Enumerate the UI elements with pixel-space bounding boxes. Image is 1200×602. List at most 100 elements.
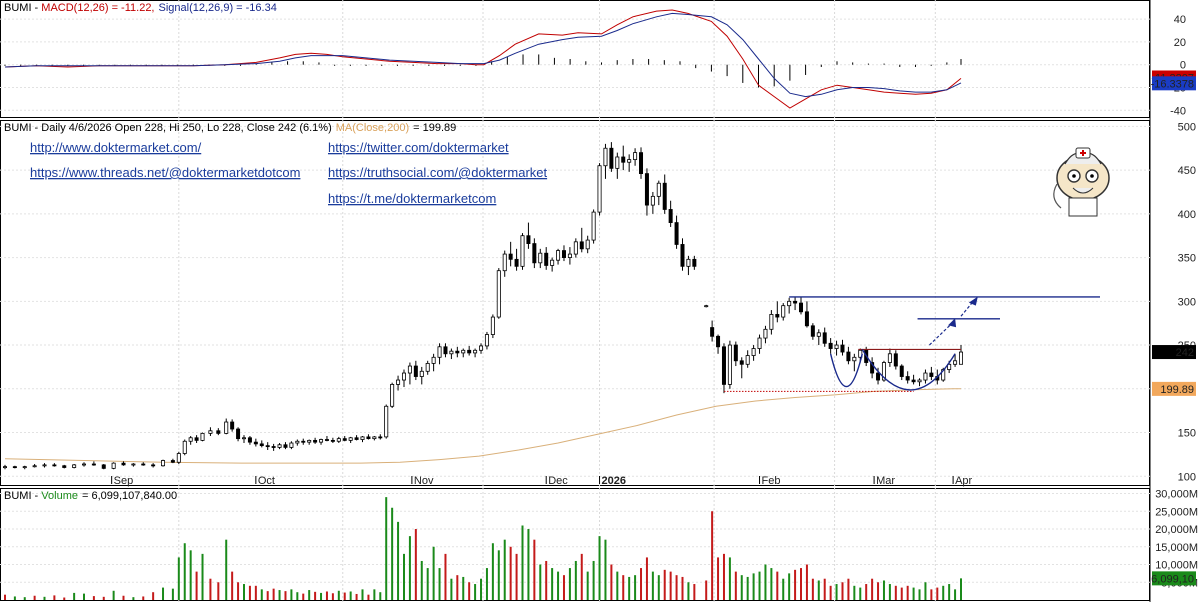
candlestick (739, 357, 744, 379)
candlestick (573, 238, 578, 258)
candle-body (490, 316, 495, 335)
candlestick (259, 440, 264, 448)
candlestick (307, 439, 312, 445)
candlestick (751, 345, 756, 361)
candle-body (342, 438, 347, 441)
candle-body (301, 440, 306, 443)
candlestick (585, 235, 590, 254)
candle-body (621, 156, 626, 163)
candle-body (520, 235, 525, 267)
candle-body (727, 344, 732, 385)
candlestick (396, 375, 401, 391)
candlestick (615, 152, 620, 179)
candle-body (431, 356, 436, 364)
candlestick (490, 314, 495, 339)
candle-body (131, 463, 136, 466)
candlestick (301, 438, 306, 445)
candle-body (603, 147, 608, 167)
candlestick (644, 168, 649, 216)
candlestick (241, 435, 246, 444)
candle-body (419, 370, 424, 377)
candlestick (151, 463, 156, 468)
link-threads[interactable]: https://www.threads.net/@doktermarketdot… (30, 165, 300, 180)
signal-value-badge-bg (1152, 76, 1196, 91)
candle-body (757, 337, 762, 349)
candle-body (822, 332, 827, 344)
candlestick (674, 215, 679, 249)
candle-body (230, 421, 235, 430)
candlestick (781, 303, 786, 321)
price-y-tick: 300 (1178, 296, 1196, 308)
candlestick (668, 200, 673, 227)
candlestick (757, 334, 762, 354)
link-website[interactable]: http://www.doktermarket.com/ (30, 140, 202, 155)
candlestick (727, 340, 732, 389)
candle-body (396, 379, 401, 385)
candle-body (710, 327, 715, 337)
candle-body (200, 432, 205, 441)
candlestick (733, 341, 738, 367)
candlestick (804, 301, 809, 328)
candlestick (82, 462, 87, 467)
signal-value-badge: -16.3378 (1151, 78, 1194, 90)
candlestick (91, 461, 96, 466)
candle-body (259, 443, 264, 447)
volume-header-ticker: BUMI (4, 490, 32, 502)
candle-body (639, 152, 644, 175)
candle-body (656, 182, 661, 197)
candle-body (680, 244, 685, 267)
candle-body (479, 345, 484, 351)
candle-body (283, 444, 288, 448)
candlestick (479, 343, 484, 354)
candlestick (899, 364, 904, 381)
candle-body (668, 209, 673, 223)
candle-body (194, 437, 199, 441)
candle-body (846, 351, 851, 362)
candle-body (775, 314, 780, 318)
date-label: 2026 (602, 475, 626, 487)
volume-value-badge: 6,099,10 (1151, 573, 1194, 585)
candlestick (443, 343, 448, 358)
candle-body (91, 463, 96, 466)
candlestick (597, 163, 602, 216)
candle-body (295, 440, 300, 444)
candle-body (473, 349, 478, 354)
candlestick (32, 464, 37, 468)
candlestick (822, 327, 827, 347)
candlestick (295, 439, 300, 446)
candlestick (799, 296, 804, 315)
macd-line (4, 9, 962, 109)
candle-body (953, 360, 958, 365)
candlestick (313, 437, 318, 444)
link-twitter[interactable]: https://twitter.com/doktermarket (328, 140, 509, 155)
candlestick (407, 362, 412, 385)
link-truthsocial[interactable]: https://truthsocial.com/@doktermarket (328, 165, 547, 180)
candle-body (573, 241, 578, 255)
candle-body (840, 344, 845, 353)
signal-line (4, 12, 962, 98)
volume-y-tick: 20,000M (1155, 524, 1198, 536)
candle-body (188, 437, 193, 442)
volume-value-badge-bg (1152, 571, 1196, 586)
arrow-head-2 (968, 296, 978, 306)
candlestick (131, 463, 136, 467)
candlestick (194, 435, 199, 444)
candlestick (378, 434, 383, 440)
candlestick (236, 427, 241, 442)
candlestick (627, 154, 632, 172)
candlestick (656, 180, 661, 206)
candle-body (313, 439, 318, 443)
candle-body (407, 365, 412, 374)
candlestick (42, 463, 47, 468)
candle-body (567, 253, 572, 258)
date-label: Dec (548, 475, 568, 487)
candlestick (716, 334, 721, 354)
date-label: Feb (762, 475, 781, 487)
candle-body (176, 453, 181, 463)
candlestick (330, 437, 335, 444)
link-telegram[interactable]: https://t.me/doktermarketcom (328, 191, 496, 206)
candlestick (710, 320, 715, 342)
candlestick (176, 451, 181, 465)
candle-body (799, 302, 804, 313)
candle-body (3, 466, 8, 469)
